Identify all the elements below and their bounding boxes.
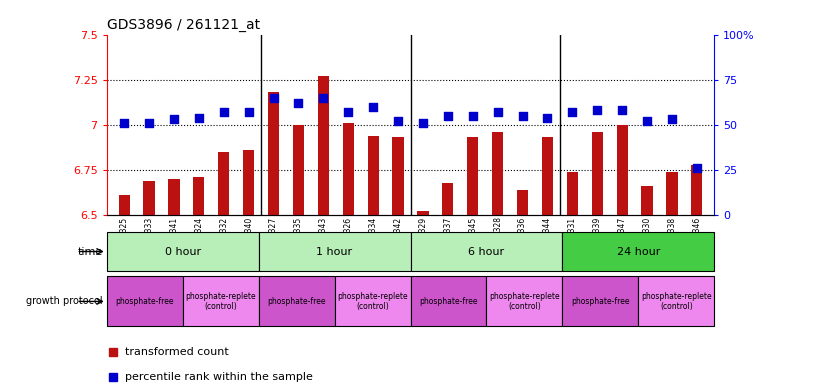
Bar — [617, 125, 628, 215]
Bar — [410, 232, 562, 271]
Bar — [182, 276, 259, 326]
Bar — [566, 172, 578, 215]
Bar — [368, 136, 378, 215]
Point — [242, 109, 255, 115]
Point — [616, 107, 629, 113]
Point — [342, 109, 355, 115]
Bar — [168, 179, 180, 215]
Point — [167, 116, 181, 122]
Text: phosphate-replete
(control): phosphate-replete (control) — [186, 292, 256, 311]
Point — [590, 107, 603, 113]
Text: 1 hour: 1 hour — [316, 247, 353, 257]
Point — [117, 120, 131, 126]
Bar — [193, 177, 204, 215]
Point — [143, 120, 156, 126]
Bar — [218, 152, 229, 215]
Bar — [118, 195, 130, 215]
Text: percentile rank within the sample: percentile rank within the sample — [125, 371, 313, 382]
Text: phosphate-free: phosphate-free — [116, 297, 174, 306]
Bar — [318, 76, 329, 215]
Bar — [107, 232, 259, 271]
Bar — [293, 125, 304, 215]
Point — [292, 100, 305, 106]
Bar — [259, 232, 410, 271]
Point — [491, 109, 504, 115]
Point — [392, 118, 405, 124]
Point — [218, 109, 231, 115]
Text: phosphate-replete
(control): phosphate-replete (control) — [641, 292, 712, 311]
Point — [690, 165, 704, 171]
Text: phosphate-replete
(control): phosphate-replete (control) — [337, 292, 408, 311]
Text: 24 hour: 24 hour — [617, 247, 660, 257]
Point — [541, 114, 554, 121]
Text: transformed count: transformed count — [125, 346, 229, 357]
Text: phosphate-free: phosphate-free — [420, 297, 478, 306]
Point — [665, 116, 678, 122]
Point — [267, 95, 280, 101]
Bar — [243, 150, 255, 215]
Bar — [517, 190, 528, 215]
Bar — [144, 181, 154, 215]
Text: phosphate-free: phosphate-free — [268, 297, 326, 306]
Bar — [486, 276, 562, 326]
Text: GDS3896 / 261121_at: GDS3896 / 261121_at — [107, 18, 260, 32]
Point — [367, 104, 380, 110]
Point — [441, 113, 454, 119]
Bar — [410, 276, 486, 326]
Text: 0 hour: 0 hour — [164, 247, 201, 257]
Bar — [641, 186, 653, 215]
Bar — [417, 212, 429, 215]
Bar — [107, 276, 182, 326]
Text: time: time — [77, 247, 103, 257]
Bar — [542, 137, 553, 215]
Bar — [562, 276, 639, 326]
Bar — [492, 132, 503, 215]
Point — [192, 114, 205, 121]
Text: growth protocol: growth protocol — [26, 296, 103, 306]
Bar — [639, 276, 714, 326]
Text: phosphate-free: phosphate-free — [571, 297, 630, 306]
Bar — [342, 123, 354, 215]
Bar — [592, 132, 603, 215]
Bar — [443, 182, 453, 215]
Bar — [392, 137, 404, 215]
Bar — [467, 137, 479, 215]
Text: 6 hour: 6 hour — [468, 247, 505, 257]
Point — [516, 113, 529, 119]
Bar — [667, 172, 677, 215]
Point — [640, 118, 654, 124]
Point — [416, 120, 429, 126]
Text: phosphate-replete
(control): phosphate-replete (control) — [489, 292, 560, 311]
Bar — [562, 232, 714, 271]
Point — [466, 113, 479, 119]
Bar — [268, 92, 279, 215]
Point — [317, 95, 330, 101]
Point — [566, 109, 579, 115]
Bar — [335, 276, 410, 326]
Bar — [691, 164, 703, 215]
Bar — [259, 276, 335, 326]
